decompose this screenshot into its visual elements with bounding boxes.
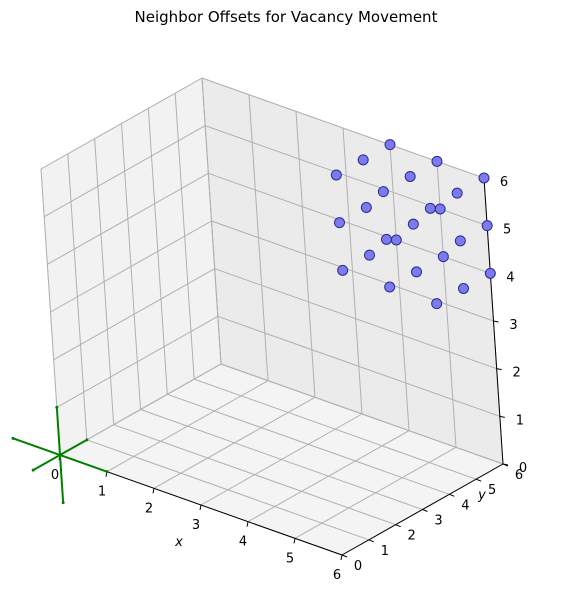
y-tick-label: 0	[354, 559, 362, 574]
x-tick-label: 5	[286, 551, 294, 566]
grid-line-y-floor	[86, 439, 370, 541]
x-tick-label: 0	[51, 468, 59, 483]
scatter-point	[434, 203, 446, 215]
scatter-point	[357, 154, 369, 166]
x-tick-mark	[340, 554, 343, 561]
scatter-point	[431, 155, 443, 167]
data-points	[330, 139, 496, 310]
grid-line-z-left	[50, 220, 212, 313]
scatter-point	[481, 220, 493, 232]
x-tick-mark	[199, 504, 202, 511]
grid-line-z-left	[43, 125, 206, 218]
x-tick-label: 6	[333, 568, 341, 583]
scatter-point	[337, 264, 349, 276]
z-tick-label: 3	[509, 318, 517, 333]
scatter-point	[384, 281, 396, 293]
origin-axis-end	[105, 470, 109, 474]
x-tick-label: 3	[192, 518, 200, 533]
y-tick-mark	[341, 554, 348, 558]
y-axis-label: y	[477, 488, 486, 503]
x-tick-mark	[152, 488, 155, 494]
scatter-point	[431, 298, 443, 310]
origin-axis-end	[85, 438, 89, 442]
x-tick-label: 4	[239, 535, 247, 550]
grid-lines	[40, 77, 504, 556]
scatter-point	[424, 202, 436, 214]
scatter-point	[364, 249, 375, 261]
scatter-point	[451, 187, 463, 199]
y-tick-label: 6	[515, 468, 523, 483]
scatter-point	[377, 186, 389, 198]
scatter-point	[390, 234, 402, 246]
z-tick-mark	[496, 368, 502, 371]
scatter-point	[407, 218, 419, 230]
origin-axes	[11, 405, 109, 505]
grid-line-z-left	[53, 268, 215, 361]
scatter-point	[458, 283, 469, 294]
x-tick-label: 1	[98, 485, 106, 500]
z-tick-mark	[499, 415, 505, 418]
z-tick-label: 5	[503, 223, 511, 238]
z-tick-mark	[493, 320, 499, 323]
scatter-point	[330, 169, 342, 181]
scatter-point	[478, 172, 490, 184]
x-tick-mark	[246, 521, 249, 527]
y-tick-mark	[475, 478, 482, 482]
chart-title: Neighbor Offsets for Vacancy Movement	[135, 8, 438, 26]
grid-line-z-back	[214, 268, 497, 370]
grid-line-z-left	[56, 315, 219, 408]
y-tick-label: 3	[434, 514, 442, 529]
scatter-point	[381, 233, 392, 245]
grid-line-z-back	[220, 363, 504, 465]
scatter-point	[360, 202, 372, 213]
scatter-point	[411, 266, 422, 278]
z-tick-label: 6	[500, 175, 508, 190]
z-tick-label: 1	[516, 413, 524, 428]
origin-axis-end	[31, 468, 35, 472]
scatter-point	[437, 251, 449, 263]
x-tick-mark	[293, 538, 296, 544]
z-tick-label: 4	[506, 270, 514, 285]
scatter-point	[454, 235, 466, 247]
y-tick-mark	[422, 509, 428, 512]
grid-line-y-floor	[167, 393, 450, 495]
y-tick-mark	[395, 524, 401, 528]
y-tick-label: 5	[488, 483, 496, 498]
grid-line-z-left	[47, 172, 209, 265]
origin-axis-end	[55, 405, 59, 409]
scatter-point	[484, 267, 496, 279]
z-tick-label: 2	[513, 366, 521, 381]
grid-line-z-back	[211, 220, 494, 322]
grid-line-z-back	[217, 315, 501, 417]
z-tick-mark	[502, 463, 509, 466]
y-tick-label: 2	[408, 529, 416, 544]
x-tick-label: 2	[145, 501, 153, 516]
y-tick-label: 1	[381, 544, 389, 559]
grid-line-z-left	[40, 77, 203, 170]
z-tick-label: 0	[519, 461, 527, 476]
origin-axis-end	[11, 436, 15, 440]
y-tick-mark	[449, 493, 455, 497]
scatter-point	[334, 217, 345, 229]
x-axis-label: x	[174, 535, 183, 550]
grid-line-y-floor	[193, 378, 477, 480]
grid-line-y-floor	[140, 409, 423, 510]
y-tick-label: 4	[461, 498, 469, 513]
origin-axis-end	[61, 501, 65, 505]
y-tick-mark	[368, 539, 375, 543]
scatter-point	[404, 171, 416, 182]
origin-axis-line	[55, 407, 65, 503]
grid-line-y-floor	[113, 424, 396, 526]
scatter-point	[384, 139, 396, 151]
